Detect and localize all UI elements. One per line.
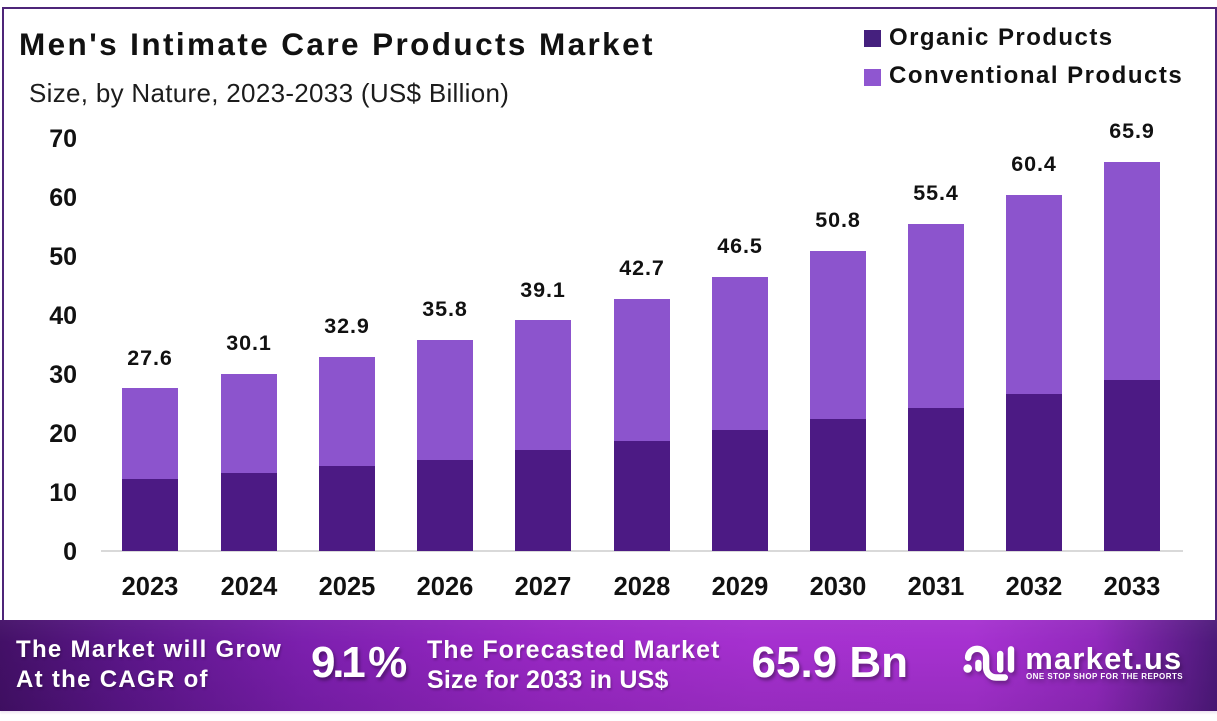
svg-text:ONE STOP SHOP FOR THE REPORTS: ONE STOP SHOP FOR THE REPORTS <box>1026 672 1183 681</box>
svg-text:market.us: market.us <box>1025 641 1182 676</box>
